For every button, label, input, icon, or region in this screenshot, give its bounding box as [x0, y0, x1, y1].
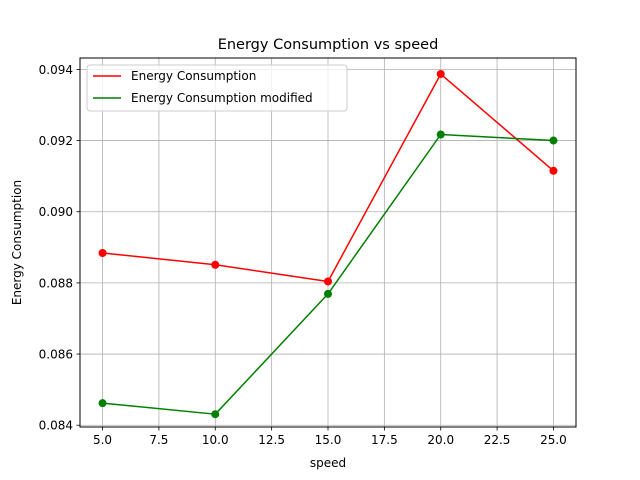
data-point-1 [211, 410, 220, 419]
y-tick-label: 0.090 [39, 205, 73, 219]
data-point-0 [98, 248, 107, 257]
chart-title: Energy Consumption vs speed [218, 37, 439, 53]
y-tick-label: 0.086 [39, 348, 73, 362]
x-tick-label: 22.5 [484, 433, 511, 447]
x-tick-label: 12.5 [258, 433, 285, 447]
x-axis: 5.0 7.5 10.0 12.5 15.0 17.5 20.0 22.5 25.0 [93, 427, 567, 447]
x-tick-label: 25.0 [540, 433, 567, 447]
y-tick-label: 0.094 [39, 63, 73, 77]
y-tick-label: 0.092 [39, 134, 73, 148]
legend: Energy Consumption Energy Consumption mo… [86, 64, 348, 112]
y-tick-label: 0.084 [39, 419, 73, 433]
x-tick-label: 20.0 [427, 433, 454, 447]
y-tick-label: 0.088 [39, 276, 73, 290]
data-point-1 [436, 130, 445, 139]
x-tick-label: 7.5 [149, 433, 168, 447]
legend-box [86, 64, 348, 112]
y-axis: 0.084 0.086 0.088 0.090 0.092 0.094 [39, 63, 80, 433]
legend-label-energy-consumption-modified: Energy Consumption modified [131, 91, 313, 105]
data-point-1 [549, 136, 558, 145]
data-point-0 [549, 166, 558, 175]
x-tick-label: 17.5 [371, 433, 398, 447]
series-layer [98, 70, 558, 419]
legend-label-energy-consumption: Energy Consumption [131, 69, 256, 83]
data-point-0 [211, 260, 220, 269]
x-axis-title: speed [310, 456, 346, 470]
x-tick-label: 15.0 [315, 433, 342, 447]
x-tick-label: 5.0 [93, 433, 112, 447]
x-tick-label: 10.0 [202, 433, 229, 447]
data-point-1 [98, 399, 107, 408]
y-axis-title: Energy Consumption [10, 180, 24, 305]
data-point-0 [436, 70, 445, 79]
data-point-0 [324, 277, 332, 286]
data-point-1 [324, 289, 332, 298]
